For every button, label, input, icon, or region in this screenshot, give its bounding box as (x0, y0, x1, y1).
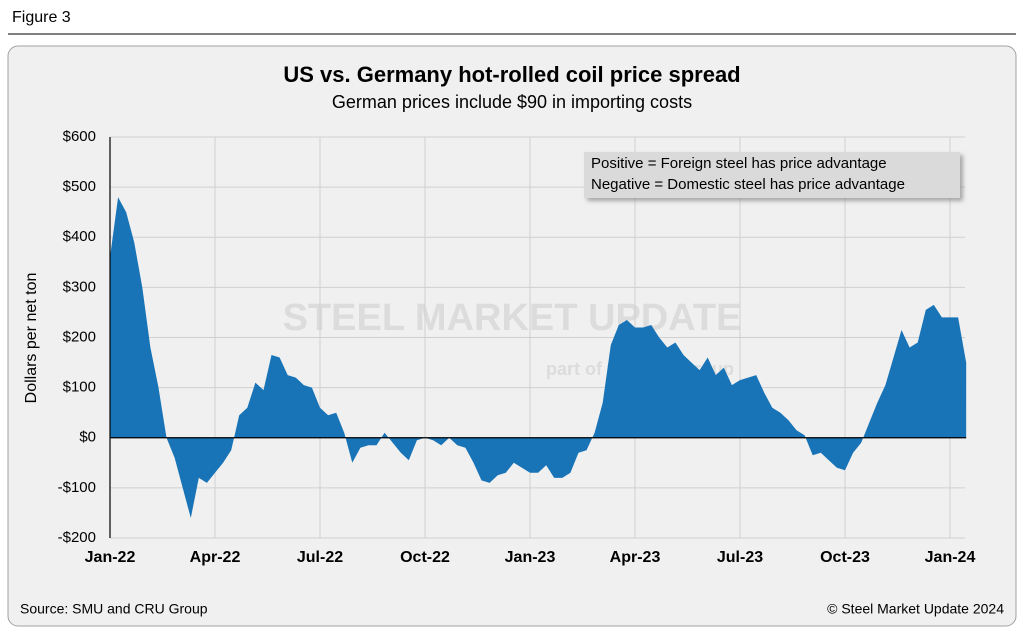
chart-title: US vs. Germany hot-rolled coil price spr… (283, 62, 740, 87)
note-box (584, 152, 960, 198)
annotation: Positive = Foreign steel has price advan… (591, 155, 887, 172)
y-tick-label: $100 (63, 379, 96, 396)
y-tick-label: $600 (63, 128, 96, 145)
y-tick-label: $400 (63, 228, 96, 245)
y-axis-label: Dollars per net ton (23, 273, 40, 404)
y-tick-label: -$100 (58, 479, 96, 496)
y-tick-label: $200 (63, 328, 96, 345)
y-tick-label: $500 (63, 178, 96, 195)
y-tick-label: $300 (63, 278, 96, 295)
y-tick-label: $0 (79, 429, 96, 446)
x-tick-label: Jan-23 (505, 549, 556, 566)
figure-label: Figure 3 (12, 9, 71, 26)
source: Source: SMU and CRU Group (20, 601, 208, 617)
x-tick-label: Apr-23 (610, 549, 661, 566)
x-tick-label: Jan-22 (85, 549, 136, 566)
watermark: STEEL MARKET UPDATE (283, 297, 742, 339)
x-tick-label: Jan-24 (925, 549, 976, 566)
y-tick-label: -$200 (58, 529, 96, 546)
area (110, 197, 967, 518)
chart-subtitle: German prices include $90 in importing c… (332, 92, 692, 112)
x-tick-label: Oct-22 (400, 549, 450, 566)
x-tick-label: Jul-22 (297, 549, 343, 566)
x-tick-label: Jul-23 (717, 549, 763, 566)
x-tick-label: Apr-22 (190, 549, 241, 566)
annotation: Negative = Domestic steel has price adva… (591, 176, 905, 193)
x-tick-label: Oct-23 (820, 549, 870, 566)
plot: -$200 -$100 $0 $100 $200 $300 $400 $500 $600 Jan-… (58, 128, 976, 566)
copyright: © Steel Market Update 2024 (827, 601, 1004, 617)
